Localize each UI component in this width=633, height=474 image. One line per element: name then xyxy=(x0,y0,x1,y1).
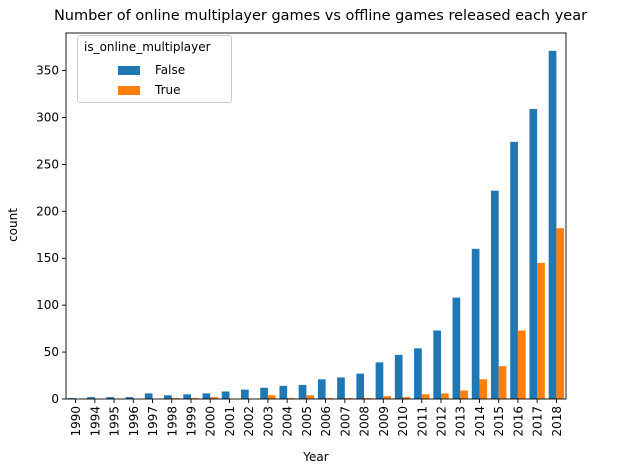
y-tick-label-100: 100 xyxy=(36,298,59,312)
legend-title: is_online_multiplayer xyxy=(84,40,211,54)
bar-false-1997 xyxy=(144,393,153,399)
bar-true-2005 xyxy=(306,395,315,399)
bar-false-2004 xyxy=(279,385,288,399)
bar-true-2009 xyxy=(383,396,391,399)
bar-false-1994 xyxy=(87,397,95,399)
bar-false-2006 xyxy=(317,379,326,399)
x-tick-label-2017: 2017 xyxy=(531,406,545,437)
legend: is_online_multiplayer False True xyxy=(77,35,232,103)
bar-true-2003 xyxy=(267,395,276,399)
bar-false-2008 xyxy=(356,373,365,399)
x-tick-label-1999: 1999 xyxy=(185,406,199,437)
y-tick-label-0: 0 xyxy=(51,392,59,406)
bar-false-2012 xyxy=(433,330,441,399)
y-tick-label-250: 250 xyxy=(36,157,59,171)
x-tick-label-2005: 2005 xyxy=(300,406,314,437)
bar-true-2008 xyxy=(364,398,372,399)
plot-frame xyxy=(65,32,567,400)
x-tick-label-2016: 2016 xyxy=(511,406,525,437)
bar-false-1998 xyxy=(164,395,172,399)
bar-false-2005 xyxy=(298,384,307,399)
bar-true-2000 xyxy=(210,397,218,399)
bar-true-2011 xyxy=(421,394,430,399)
x-tick-label-2013: 2013 xyxy=(454,406,468,437)
y-tick-label-200: 200 xyxy=(36,204,59,218)
bar-true-2012 xyxy=(441,393,449,399)
bar-false-2010 xyxy=(394,354,403,399)
bar-true-1999 xyxy=(191,398,199,399)
bar-true-2018 xyxy=(556,228,565,399)
x-tick-label-2004: 2004 xyxy=(281,406,295,437)
legend-item-false: False xyxy=(84,63,185,77)
bar-false-2003 xyxy=(260,387,268,399)
x-tick-label-1996: 1996 xyxy=(127,406,141,437)
legend-item-true: True xyxy=(84,83,181,97)
bar-true-2013 xyxy=(460,390,468,399)
bar-true-2015 xyxy=(498,366,507,399)
x-tick-label-2006: 2006 xyxy=(319,406,333,437)
bar-true-2010 xyxy=(402,397,411,399)
x-tick-label-2011: 2011 xyxy=(415,406,429,437)
y-tick-label-300: 300 xyxy=(36,110,59,124)
legend-swatch-true xyxy=(118,85,140,95)
x-tick-label-2015: 2015 xyxy=(492,406,506,437)
axes-layer: 0 50 100 150 200 250 300 350 1990 1994 1995 1996 199… xyxy=(36,32,567,437)
bar-true-2017 xyxy=(537,262,545,399)
x-tick-label-2003: 2003 xyxy=(261,406,275,437)
bar-false-2013 xyxy=(452,297,461,399)
bar-false-2007 xyxy=(337,377,345,399)
bar-true-2014 xyxy=(479,379,488,399)
legend-swatch-false xyxy=(118,65,140,75)
y-tick-label-350: 350 xyxy=(36,64,59,78)
x-tick-label-2018: 2018 xyxy=(550,406,564,437)
bar-false-2000 xyxy=(202,393,211,399)
x-tick-label-2002: 2002 xyxy=(242,406,256,437)
bar-layer xyxy=(67,50,565,400)
x-tick-label-2007: 2007 xyxy=(338,406,352,437)
x-tick-label-1994: 1994 xyxy=(88,406,102,437)
bar-true-2016 xyxy=(517,330,526,399)
bar-false-2011 xyxy=(414,348,422,399)
x-tick-label-2012: 2012 xyxy=(435,406,449,437)
bar-false-2015 xyxy=(491,190,499,399)
bar-true-2006 xyxy=(325,398,334,399)
x-tick-label-2014: 2014 xyxy=(473,406,487,437)
x-tick-label-2000: 2000 xyxy=(204,406,218,437)
bar-false-1990 xyxy=(67,398,76,399)
x-tick-label-1995: 1995 xyxy=(108,406,122,437)
x-tick-label-2001: 2001 xyxy=(223,406,237,437)
bar-false-2016 xyxy=(510,141,518,400)
y-axis-label: count xyxy=(6,208,20,242)
x-tick-label-1997: 1997 xyxy=(146,406,160,437)
bar-false-1999 xyxy=(183,394,191,399)
x-axis-label: Year xyxy=(303,450,329,464)
bar-false-1995 xyxy=(106,397,115,399)
bar-false-2014 xyxy=(471,248,480,399)
x-tick-label-2010: 2010 xyxy=(396,406,410,437)
legend-label-false: False xyxy=(155,63,186,77)
bar-false-2002 xyxy=(241,389,249,399)
bar-false-2018 xyxy=(548,50,557,399)
legend-label-true: True xyxy=(155,83,181,97)
y-tick-label-50: 50 xyxy=(44,345,59,359)
bar-false-1996 xyxy=(125,397,134,399)
bar-false-2001 xyxy=(221,391,230,399)
x-tick-label-2009: 2009 xyxy=(377,406,391,437)
x-tick-label-1990: 1990 xyxy=(69,406,83,437)
chart-title: Number of online multiplayer games vs of… xyxy=(53,8,588,24)
bar-false-2009 xyxy=(375,362,384,399)
bar-false-2017 xyxy=(529,109,538,400)
bar-true-2007 xyxy=(344,398,353,399)
x-tick-label-1998: 1998 xyxy=(165,406,179,437)
bar-true-2004 xyxy=(287,398,295,399)
x-tick-label-2008: 2008 xyxy=(358,406,372,437)
y-tick-label-150: 150 xyxy=(36,251,59,265)
bar-true-1998 xyxy=(171,398,180,399)
